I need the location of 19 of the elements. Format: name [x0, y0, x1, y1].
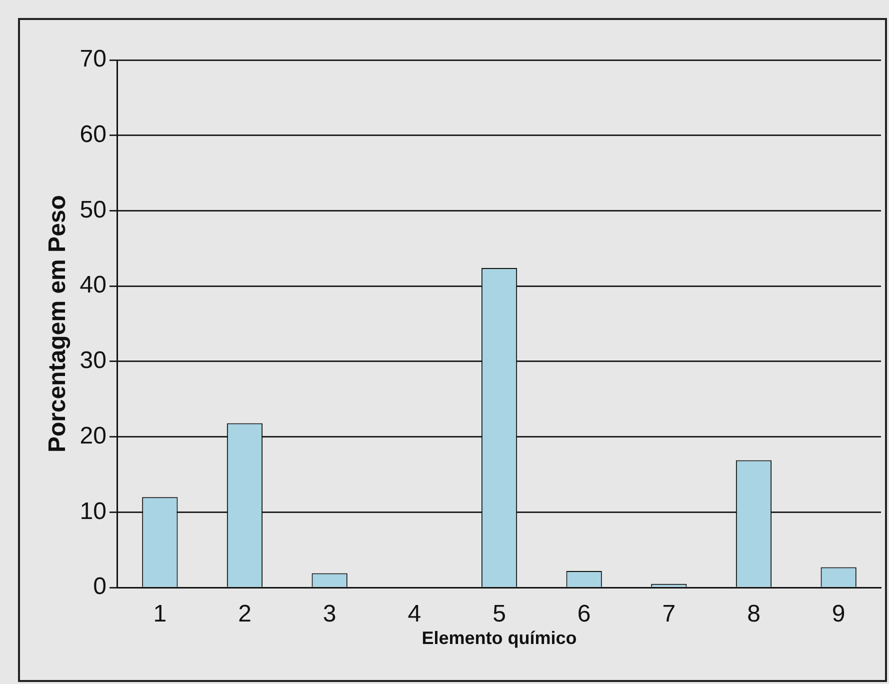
- x-tick-label: 7: [662, 600, 676, 628]
- y-tick-label: 50: [80, 196, 106, 224]
- x-axis-title: Elemento químico: [422, 628, 577, 648]
- y-tick-label: 60: [80, 120, 106, 148]
- y-tick-label: 10: [80, 498, 106, 525]
- x-tick-label: 1: [153, 600, 167, 628]
- y-axis-title: Porcentagem em Peso: [44, 195, 72, 453]
- y-tick-label: 40: [80, 272, 106, 299]
- x-tick-label: 9: [832, 600, 846, 628]
- y-tick-label: 70: [80, 46, 106, 73]
- y-tick-label: 30: [80, 347, 106, 374]
- x-tick-label: 6: [577, 600, 591, 628]
- x-tick-label: 2: [238, 600, 252, 628]
- y-tick-label: 0: [93, 573, 106, 600]
- x-tick-label: 3: [322, 600, 336, 628]
- x-tick-label: 5: [492, 600, 506, 628]
- x-tick-label: 4: [408, 600, 422, 628]
- y-tick-label: 20: [80, 422, 106, 450]
- x-tick-label: 8: [747, 600, 760, 628]
